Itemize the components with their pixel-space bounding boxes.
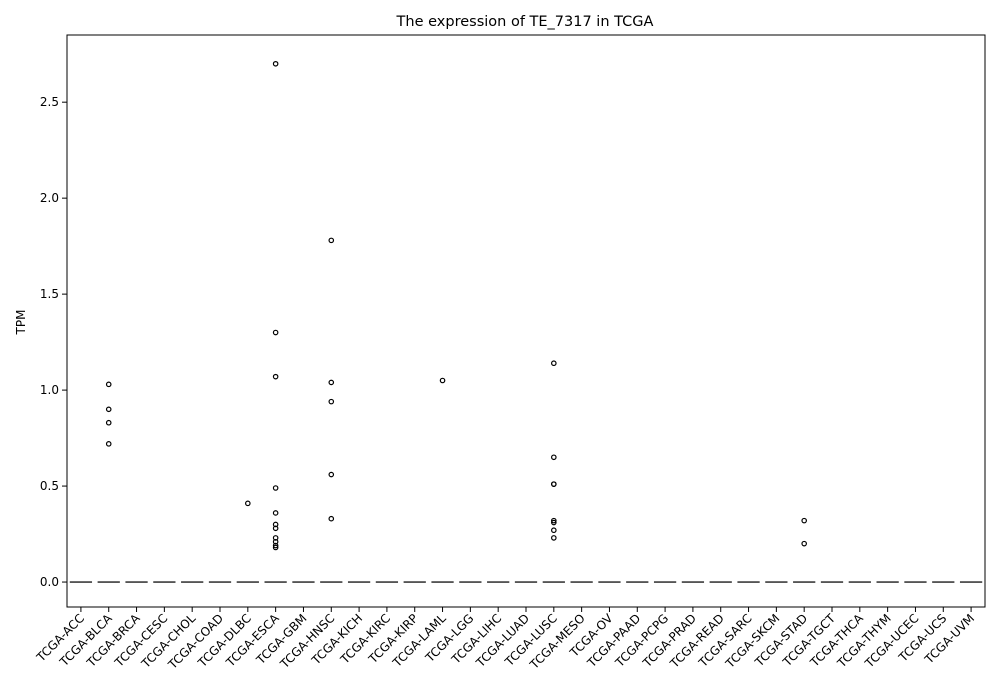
outlier-point <box>551 519 557 526</box>
y-tick-label: 2.5 <box>40 95 59 109</box>
y-tick-label: 1.0 <box>40 383 59 397</box>
outlier-point <box>551 527 557 534</box>
outlier-point <box>105 381 112 388</box>
outliers-group <box>105 60 807 551</box>
outlier-point <box>272 373 279 380</box>
outlier-point <box>105 441 112 447</box>
y-tick-label: 2.0 <box>40 191 59 205</box>
outlier-point <box>328 398 335 405</box>
outlier-point <box>245 500 251 507</box>
chart-title: The expression of TE_7317 in TCGA <box>396 14 654 30</box>
outlier-point <box>272 542 279 549</box>
outlier-point <box>439 377 446 384</box>
outlier-point <box>801 517 807 524</box>
outlier-point <box>272 60 279 67</box>
y-tick-label: 0.5 <box>40 479 59 493</box>
y-axis-label: TPM <box>14 310 28 336</box>
y-tick-label: 1.5 <box>40 287 59 301</box>
plot-frame <box>66 34 986 608</box>
outlier-point <box>272 525 279 532</box>
x-axis: TCGA-ACCTCGA-BLCATCGA-BRCATCGA-CESCTCGA-… <box>33 607 977 672</box>
outlier-point <box>328 515 335 522</box>
outlier-point <box>105 419 112 426</box>
y-axis: 0.0 0.5 1.0 1.5 2.0 2.5 <box>40 95 67 589</box>
outlier-point <box>551 360 557 367</box>
outlier-point <box>551 535 557 541</box>
y-tick-label: 0.0 <box>40 575 59 589</box>
outlier-point <box>272 329 279 336</box>
outlier-point <box>272 510 279 516</box>
outlier-point <box>801 540 807 547</box>
outlier-point <box>272 544 279 551</box>
outlier-point <box>328 471 335 478</box>
outlier-point <box>105 406 112 413</box>
outlier-point <box>551 454 557 461</box>
outlier-point <box>328 379 335 386</box>
outlier-point <box>551 481 557 487</box>
outlier-point <box>328 237 335 244</box>
outlier-point <box>272 485 279 491</box>
outlier-point <box>551 517 557 524</box>
